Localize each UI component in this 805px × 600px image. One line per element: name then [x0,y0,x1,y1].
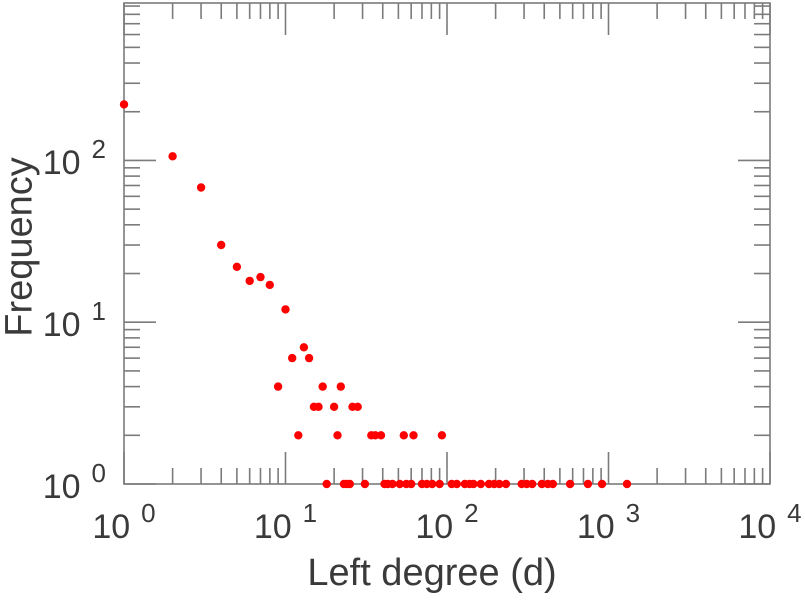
x-tick-label-3-exponent: 3 [625,498,641,528]
y-axis-title: Frequency [0,157,41,337]
data-point [452,479,461,489]
data-point [265,280,274,290]
x-tick-label-3: 10 3 [576,500,640,546]
data-point [299,343,309,352]
x-tick-label-2-exponent: 2 [464,498,479,528]
data-point [333,431,342,440]
data-point [388,479,397,489]
data-point [469,479,478,489]
x-tick-label-2-base: 10 [415,508,454,546]
data-point [399,431,408,440]
data-point [314,402,323,411]
data-point [119,100,129,109]
data-point [168,152,177,161]
data-point [336,382,345,391]
data-point [245,276,254,286]
data-point [376,431,386,440]
data-point [345,479,354,489]
x-tick-label-2: 10 2 [415,500,478,546]
data-point [407,479,416,489]
y-tick-label-0-base: 10 [42,468,81,506]
data-point [583,479,593,489]
y-tick-label-1: 10 1 [42,298,106,345]
data-point [329,402,339,411]
data-point [501,479,511,489]
data-point [597,479,607,489]
data-point [395,479,404,489]
data-point [322,479,331,489]
data-point [528,479,537,489]
data-point [217,240,226,250]
y-tick-label-2-base: 10 [42,144,81,183]
x-tick-label-1-base: 10 [253,508,292,546]
data-point [360,479,370,489]
x-tick-label-0: 10 0 [92,500,155,546]
data-point [304,353,314,363]
data-point [495,479,504,489]
x-tick-label-1: 10 1 [253,500,317,546]
x-tick-label-3-base: 10 [576,508,615,546]
data-point [232,262,242,271]
y-tick-label-2-exponent: 2 [91,134,106,165]
data-point [196,183,206,192]
x-axis-title: Left degree (d) [307,552,557,594]
data-point [294,431,303,440]
x-tick-label-1-exponent: 1 [302,498,318,528]
data-point [353,402,362,411]
y-tick-label-1-exponent: 1 [91,296,106,327]
data-point [288,353,297,363]
y-tick-label-0: 10 0 [42,460,106,506]
data-point [476,479,485,489]
data-point [273,382,283,391]
data-point [537,479,547,489]
x-tick-label-0-exponent: 0 [141,498,156,528]
data-point [622,479,632,489]
data-point [565,479,575,489]
y-tick-label-0-exponent: 0 [91,458,106,488]
data-point [428,479,437,489]
data-point [437,431,447,440]
data-point [548,479,557,489]
data-point [281,305,290,314]
data-point [409,431,418,440]
data-point [318,382,327,391]
y-tick-label-2: 10 2 [42,136,106,183]
x-tick-label-4-base: 10 [738,508,777,546]
data-point [435,479,444,489]
x-tick-label-0-base: 10 [92,508,131,546]
y-tick-label-1-base: 10 [42,306,81,345]
x-tick-label-4-exponent: 4 [787,498,802,528]
data-point [256,272,265,282]
x-tick-label-4: 10 4 [738,500,801,546]
